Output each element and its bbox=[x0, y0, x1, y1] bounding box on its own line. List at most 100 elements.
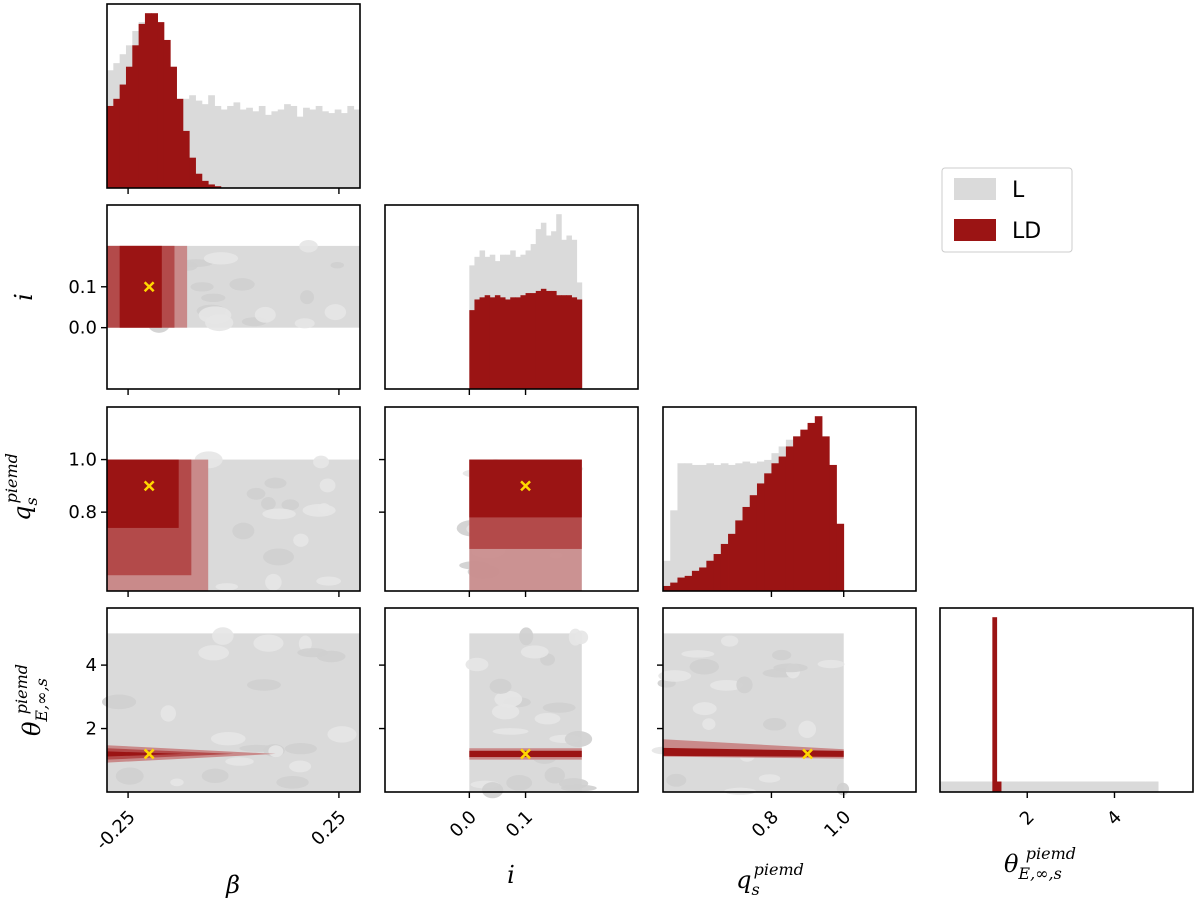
hist-bar-i-LD bbox=[510, 297, 516, 389]
hist-bar-beta-L bbox=[265, 114, 272, 188]
L-contour-blob bbox=[574, 630, 589, 645]
L-contour-blob bbox=[316, 650, 346, 663]
L-contour-blob bbox=[544, 767, 565, 784]
hist-bar-theta-L bbox=[1149, 781, 1155, 792]
hist-bar-beta-L bbox=[246, 107, 253, 188]
L-contour-blob bbox=[542, 702, 576, 713]
hist-bar-beta-L bbox=[328, 113, 336, 188]
L-contour-blob bbox=[264, 477, 287, 489]
L-contour-blob bbox=[294, 318, 315, 329]
L-contour-blob bbox=[160, 705, 177, 722]
hist-bar-beta-L bbox=[322, 111, 329, 188]
hist-bar-i-LD bbox=[525, 293, 532, 389]
hist-bar-beta-LD bbox=[113, 98, 121, 188]
hist-bar-beta-LD bbox=[189, 157, 196, 188]
x-tick-label-i: 0.1 bbox=[502, 807, 537, 842]
L-contour-blob bbox=[212, 627, 234, 645]
L-contour-blob bbox=[689, 659, 719, 675]
hist-bar-beta-LD bbox=[144, 13, 152, 189]
hist-bar-theta-L bbox=[1035, 781, 1041, 792]
x-tick-label-beta: 0.25 bbox=[307, 807, 350, 850]
L-contour-blob bbox=[658, 670, 692, 682]
truth-marker bbox=[143, 480, 155, 492]
hist-bar-beta-LD bbox=[163, 39, 171, 188]
hist-bar-beta-LD bbox=[208, 184, 215, 188]
L-contour-blob bbox=[254, 306, 276, 323]
xlabel-i: i bbox=[507, 861, 515, 889]
L-contour-blob bbox=[289, 760, 312, 773]
L-contour-blob bbox=[265, 573, 282, 591]
legend-label-LD: LD bbox=[1012, 219, 1041, 244]
L-region-theta-vs-i bbox=[469, 633, 582, 792]
L-contour-blob bbox=[330, 261, 344, 269]
hist-bar-theta-L bbox=[1018, 781, 1024, 792]
hist-bar-theta-L bbox=[948, 781, 954, 792]
hist-bar-q-L bbox=[706, 463, 714, 591]
hist-bar-q-LD bbox=[749, 495, 758, 591]
L-contour-blob bbox=[798, 720, 817, 739]
panel-frame bbox=[939, 607, 1194, 793]
hist-bar-i-LD bbox=[561, 295, 567, 389]
L-contour-blob bbox=[491, 703, 520, 720]
L-contour-blob bbox=[836, 782, 850, 796]
hist-bar-i-LD bbox=[515, 297, 521, 389]
x-tick-label-i: 0.0 bbox=[446, 807, 481, 842]
xlabel-q: qspiemd bbox=[736, 860, 804, 899]
hist-bar-beta-L bbox=[227, 105, 234, 188]
LD-contour-core bbox=[107, 751, 183, 757]
hist-bar-i-LD bbox=[489, 297, 496, 389]
L-contour-blob bbox=[489, 678, 512, 694]
hist-bar-q-LD bbox=[699, 567, 707, 591]
hist-bar-beta-LD bbox=[176, 98, 184, 188]
LD-contour-core bbox=[469, 459, 582, 518]
hist-bar-i-LD bbox=[576, 299, 583, 389]
panel-frame bbox=[106, 204, 361, 390]
panel-frame bbox=[662, 406, 917, 592]
hist-bar-q-LD bbox=[706, 560, 714, 591]
hist-bar-theta-L bbox=[1101, 781, 1107, 792]
hist-bar-theta-L bbox=[1001, 781, 1006, 792]
hist-bar-q-LD bbox=[778, 456, 787, 591]
L-contour-blob bbox=[201, 293, 226, 303]
hist-bar-beta-LD bbox=[125, 66, 133, 188]
L-contour-blob bbox=[564, 730, 593, 748]
hist-bar-i-LD bbox=[484, 295, 491, 389]
hist-bar-theta-L bbox=[1031, 781, 1037, 792]
LD-contour-core bbox=[107, 459, 179, 528]
L-contour-blob bbox=[772, 649, 792, 661]
hist-bar-beta-L bbox=[353, 109, 361, 188]
L-contour-blob bbox=[201, 768, 229, 784]
hist-bar-theta-L bbox=[1083, 781, 1089, 792]
L-contour-blob bbox=[298, 635, 312, 652]
plot-layer: -0.25 0.25 0.0 0.1 0.8 1.0 2 4 0.0 0.1 0.8 1.0 2 4 bbox=[68, 3, 1194, 854]
y-tick-label-theta: 4 bbox=[86, 655, 97, 676]
L-contour-blob bbox=[205, 314, 234, 332]
y-tick-label-q: 0.8 bbox=[68, 502, 97, 523]
hist-bar-theta-L bbox=[1088, 781, 1094, 792]
hist-bar-i-LD bbox=[535, 290, 542, 389]
ylabel-theta: θE,∞,spiemd bbox=[12, 664, 51, 736]
L-contour-blob bbox=[817, 659, 845, 669]
hist-bar-q-L bbox=[728, 464, 736, 591]
L-contour-blob bbox=[316, 576, 342, 586]
x-tick-label-q: 0.8 bbox=[748, 807, 783, 842]
hist-bar-q-L bbox=[713, 464, 722, 591]
hist-bar-theta-L bbox=[1022, 781, 1028, 792]
hist-bar-beta-L bbox=[277, 109, 285, 188]
L-region-theta-vs-beta bbox=[107, 633, 360, 792]
L-contour-blob bbox=[710, 679, 743, 691]
panel-frame bbox=[384, 406, 639, 592]
hist-bar-beta-L bbox=[347, 105, 355, 188]
hist-bar-i-LD bbox=[551, 290, 557, 389]
hist-bar-i-LD bbox=[469, 310, 475, 389]
hist-bar-theta-L bbox=[1040, 781, 1046, 792]
L-contour-blob bbox=[293, 533, 309, 547]
hist-bar-q-LD bbox=[800, 429, 808, 591]
L-contour-blob bbox=[692, 702, 717, 716]
L-contour-blob bbox=[115, 767, 144, 785]
L-contour-blob bbox=[465, 657, 489, 672]
legend-swatch-LD bbox=[954, 219, 996, 241]
hist-bar-q-L bbox=[670, 510, 678, 591]
L-contour-blob bbox=[758, 774, 781, 783]
